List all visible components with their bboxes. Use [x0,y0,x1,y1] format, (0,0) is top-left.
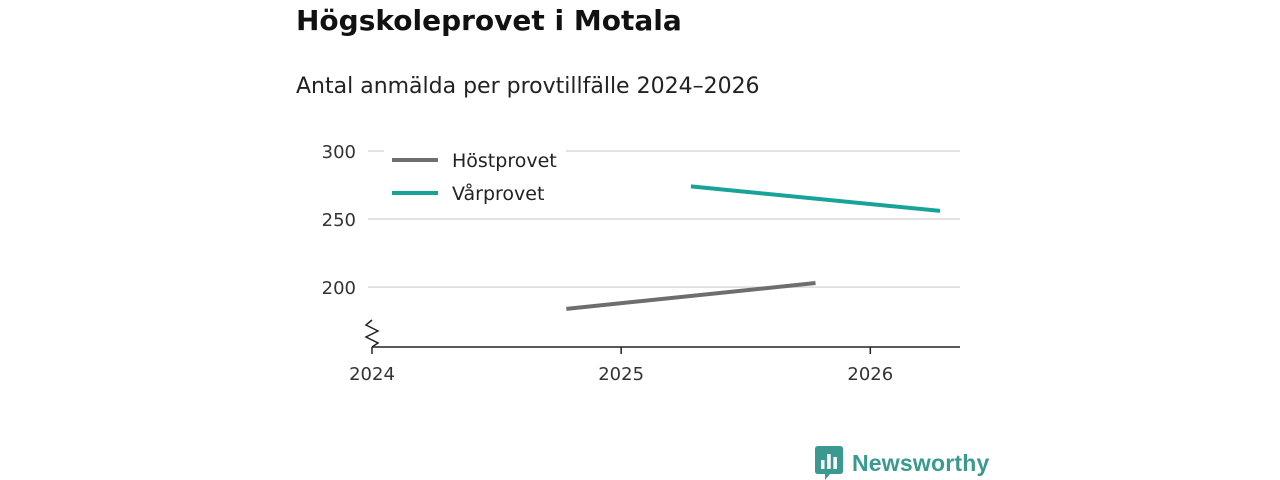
x-tick-label-2024: 2024 [349,364,395,385]
brand-name: Newsworthy [852,450,990,476]
x-axis: 200 250 300 2024 2025 2026 [322,142,960,385]
chart-subtitle: Antal anmälda per provtillfälle 2024–202… [296,74,760,99]
series-line-v-rprovet [690,184,941,213]
x-tick-label-2025: 2025 [598,364,644,385]
x-tick-label-2026: 2026 [847,364,893,385]
y-tick-label-250: 250 [322,210,356,231]
bar-chart-speech-bubble-icon [815,446,843,480]
series-lines [566,184,941,311]
y-tick-label-200: 200 [322,278,356,299]
legend-label-0: Höstprovet [452,150,557,172]
chart-title: Högskoleprovet i Motala [296,4,682,37]
legend-background [384,141,566,213]
legend-label-1: Vårprovet [452,182,544,205]
legend: Höstprovet Vårprovet [384,141,566,213]
y-tick-label-300: 300 [322,142,356,163]
series-line-h-stprovet [566,281,816,311]
line-chart: 200 250 300 2024 2025 2026 Höstprovet Vårprove… [322,141,960,385]
y-axis-break-icon [364,319,380,348]
newsworthy-logo: Newsworthy [815,446,989,480]
